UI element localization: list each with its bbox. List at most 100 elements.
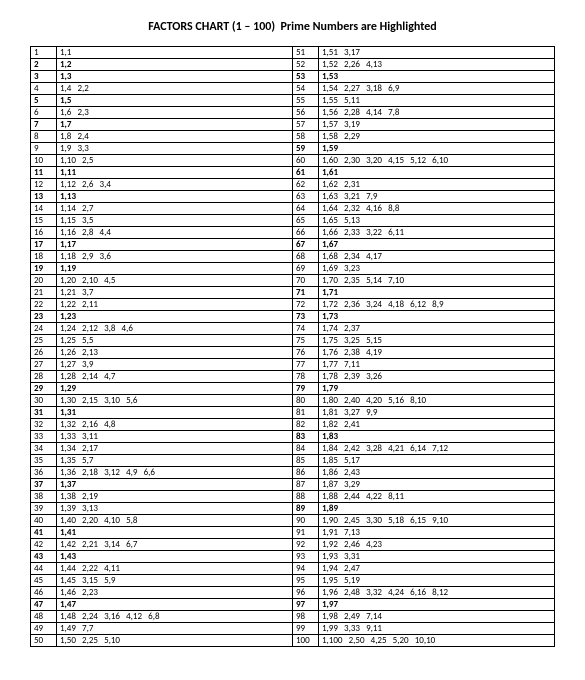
number-cell: 77 — [293, 359, 319, 370]
factors-cell: 1,87 3,29 — [319, 479, 554, 490]
factors-cell: 1,93 3,31 — [319, 551, 554, 562]
number-cell: 30 — [31, 395, 57, 406]
number-cell: 99 — [293, 623, 319, 634]
table-row: 971,97 — [293, 599, 554, 611]
number-cell: 37 — [31, 479, 57, 490]
table-row: 701,70 2,35 5,14 7,10 — [293, 275, 554, 287]
factors-cell: 1,14 2,7 — [57, 203, 292, 214]
factors-cell: 1,23 — [57, 311, 292, 322]
table-row: 611,61 — [293, 167, 554, 179]
table-row: 171,17 — [31, 239, 292, 251]
factors-cell: 1,26 2,13 — [57, 347, 292, 358]
number-cell: 8 — [31, 131, 57, 142]
number-cell: 81 — [293, 407, 319, 418]
table-row: 901,90 2,45 3,30 5,18 6,15 9,10 — [293, 515, 554, 527]
number-cell: 74 — [293, 323, 319, 334]
table-row: 1001,100 2,50 4,25 5,20 10,10 — [293, 635, 554, 646]
factors-cell: 1,61 — [319, 167, 554, 178]
factors-cell: 1,100 2,50 4,25 5,20 10,10 — [319, 635, 554, 646]
table-row: 421,42 2,21 3,14 6,7 — [31, 539, 292, 551]
number-cell: 45 — [31, 575, 57, 586]
table-row: 371,37 — [31, 479, 292, 491]
factors-cell: 1,86 2,43 — [319, 467, 554, 478]
factors-chart: 11,121,231,341,4 2,251,561,6 2,371,781,8… — [30, 46, 555, 647]
table-row: 831,83 — [293, 431, 554, 443]
factors-cell: 1,34 2,17 — [57, 443, 292, 454]
number-cell: 46 — [31, 587, 57, 598]
table-row: 781,78 2,39 3,26 — [293, 371, 554, 383]
number-cell: 41 — [31, 527, 57, 538]
table-row: 441,44 2,22 4,11 — [31, 563, 292, 575]
number-cell: 28 — [31, 371, 57, 382]
factors-cell: 1,8 2,4 — [57, 131, 292, 142]
factors-cell: 1,92 2,46 4,23 — [319, 539, 554, 550]
number-cell: 13 — [31, 191, 57, 202]
number-cell: 4 — [31, 83, 57, 94]
table-row: 51,5 — [31, 95, 292, 107]
factors-cell: 1,47 — [57, 599, 292, 610]
table-row: 391,39 3,13 — [31, 503, 292, 515]
number-cell: 43 — [31, 551, 57, 562]
factors-cell: 1,7 — [57, 119, 292, 130]
table-row: 31,3 — [31, 71, 292, 83]
factors-cell: 1,24 2,12 3,8 4,6 — [57, 323, 292, 334]
table-row: 111,11 — [31, 167, 292, 179]
number-cell: 66 — [293, 227, 319, 238]
factors-cell: 1,10 2,5 — [57, 155, 292, 166]
factors-cell: 1,94 2,47 — [319, 563, 554, 574]
factors-cell: 1,15 3,5 — [57, 215, 292, 226]
factors-cell: 1,89 — [319, 503, 554, 514]
factors-cell: 1,59 — [319, 143, 554, 154]
number-cell: 86 — [293, 467, 319, 478]
table-row: 381,38 2,19 — [31, 491, 292, 503]
table-row: 861,86 2,43 — [293, 467, 554, 479]
number-cell: 91 — [293, 527, 319, 538]
number-cell: 92 — [293, 539, 319, 550]
factors-cell: 1,58 2,29 — [319, 131, 554, 142]
table-row: 61,6 2,3 — [31, 107, 292, 119]
factors-cell: 1,21 3,7 — [57, 287, 292, 298]
factors-cell: 1,77 7,11 — [319, 359, 554, 370]
table-row: 601,60 2,30 3,20 4,15 5,12 6,10 — [293, 155, 554, 167]
factors-cell: 1,74 2,37 — [319, 323, 554, 334]
number-cell: 56 — [293, 107, 319, 118]
table-row: 311,31 — [31, 407, 292, 419]
number-cell: 67 — [293, 239, 319, 250]
table-row: 851,85 5,17 — [293, 455, 554, 467]
table-row: 141,14 2,7 — [31, 203, 292, 215]
number-cell: 63 — [293, 191, 319, 202]
number-cell: 32 — [31, 419, 57, 430]
table-row: 231,23 — [31, 311, 292, 323]
factors-cell: 1,6 2,3 — [57, 107, 292, 118]
factors-cell: 1,91 7,13 — [319, 527, 554, 538]
number-cell: 38 — [31, 491, 57, 502]
factors-cell: 1,80 2,40 4,20 5,16 8,10 — [319, 395, 554, 406]
factors-cell: 1,17 — [57, 239, 292, 250]
factors-cell: 1,44 2,22 4,11 — [57, 563, 292, 574]
factors-cell: 1,98 2,49 7,14 — [319, 611, 554, 622]
factors-cell: 1,63 3,21 7,9 — [319, 191, 554, 202]
number-cell: 25 — [31, 335, 57, 346]
number-cell: 79 — [293, 383, 319, 394]
table-row: 631,63 3,21 7,9 — [293, 191, 554, 203]
table-row: 721,72 2,36 3,24 4,18 6,12 8,9 — [293, 299, 554, 311]
factors-cell: 1,49 7,7 — [57, 623, 292, 634]
number-cell: 96 — [293, 587, 319, 598]
number-cell: 55 — [293, 95, 319, 106]
number-cell: 40 — [31, 515, 57, 526]
table-row: 181,18 2,9 3,6 — [31, 251, 292, 263]
table-row: 661,66 2,33 3,22 6,11 — [293, 227, 554, 239]
number-cell: 19 — [31, 263, 57, 274]
number-cell: 49 — [31, 623, 57, 634]
table-row: 341,34 2,17 — [31, 443, 292, 455]
factors-cell: 1,88 2,44 4,22 8,11 — [319, 491, 554, 502]
number-cell: 69 — [293, 263, 319, 274]
table-row: 511,51 3,17 — [293, 47, 554, 59]
factors-cell: 1,33 3,11 — [57, 431, 292, 442]
factors-cell: 1,96 2,48 3,32 4,24 6,16 8,12 — [319, 587, 554, 598]
factors-cell: 1,2 — [57, 59, 292, 70]
factors-cell: 1,25 5,5 — [57, 335, 292, 346]
factors-cell: 1,50 2,25 5,10 — [57, 635, 292, 646]
table-row: 521,52 2,26 4,13 — [293, 59, 554, 71]
number-cell: 2 — [31, 59, 57, 70]
